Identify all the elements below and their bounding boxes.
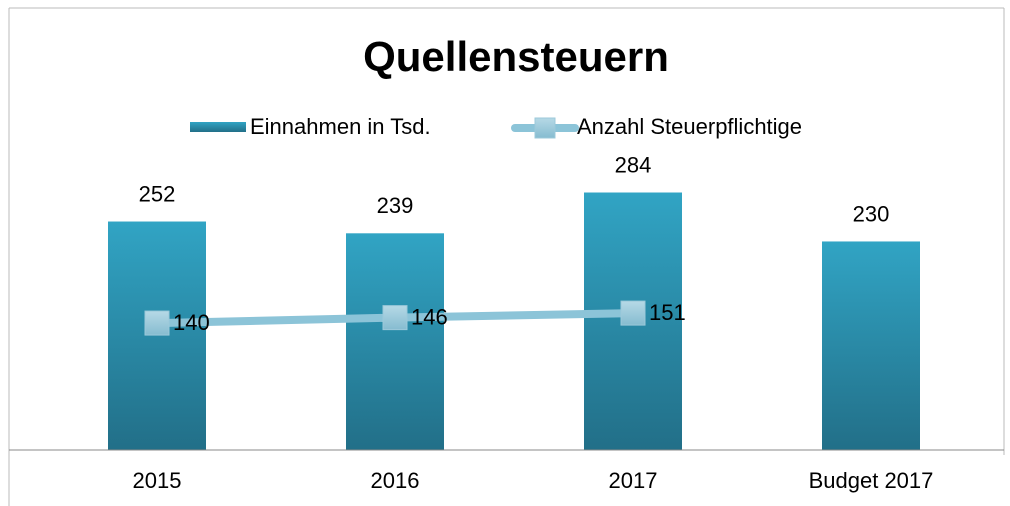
- data-label: 284: [615, 152, 652, 177]
- data-label: 151: [649, 300, 686, 325]
- line-marker: [620, 300, 646, 326]
- line-marker: [144, 310, 170, 336]
- chart-title: Quellensteuern: [363, 33, 669, 80]
- x-tick-label: 2016: [371, 468, 420, 493]
- bar: [822, 241, 920, 450]
- x-tick-label: 2015: [133, 468, 182, 493]
- x-tick-label: 2017: [609, 468, 658, 493]
- bar: [108, 221, 206, 450]
- legend-swatch: [190, 122, 246, 132]
- legend-label: Anzahl Steuerpflichtige: [577, 114, 802, 139]
- bar: [346, 233, 444, 450]
- legend-label: Einnahmen in Tsd.: [250, 114, 431, 139]
- data-label: 140: [173, 310, 210, 335]
- legend-marker: [534, 117, 556, 139]
- x-tick-label: Budget 2017: [809, 468, 934, 493]
- data-label: 239: [377, 193, 414, 218]
- data-label: 252: [139, 181, 176, 206]
- data-label: 146: [411, 304, 448, 329]
- data-label: 230: [853, 201, 890, 226]
- line-marker: [382, 305, 408, 331]
